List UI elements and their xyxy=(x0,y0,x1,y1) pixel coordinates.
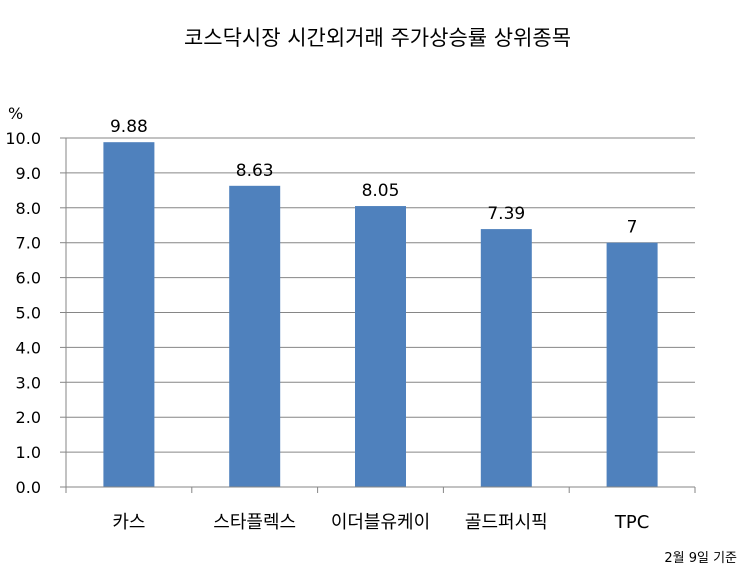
y-tick-label: 7.0 xyxy=(16,234,41,253)
data-label: 9.88 xyxy=(110,117,148,137)
bar xyxy=(103,142,155,488)
x-category-label: 스타플렉스 xyxy=(213,512,296,533)
data-label: 7 xyxy=(627,218,638,238)
bar xyxy=(606,242,658,487)
y-tick-label: 3.0 xyxy=(16,373,41,392)
bar xyxy=(229,185,281,488)
data-label: 8.05 xyxy=(362,181,400,201)
y-tick-label: 10.0 xyxy=(5,129,41,148)
y-axis-unit-label: % xyxy=(8,104,24,123)
y-tick-label: 5.0 xyxy=(16,304,41,323)
bars xyxy=(103,142,658,488)
bar xyxy=(355,206,406,487)
y-tick-label: 2.0 xyxy=(16,408,41,427)
bar xyxy=(480,229,532,488)
labels: 0.0 1.0 2.0 3.0 4.0 5.0 6.0 7.0 8.0 9.0 10.0 9.88 카스… xyxy=(5,117,649,533)
y-tick-label: 9.0 xyxy=(16,164,41,183)
x-category-label: 카스 xyxy=(112,512,145,533)
data-label: 7.39 xyxy=(487,204,525,224)
y-tick-label: 6.0 xyxy=(16,269,41,288)
x-category-label: TPC xyxy=(614,512,649,533)
axes xyxy=(60,137,696,493)
y-tick-label: 0.0 xyxy=(16,478,41,497)
y-tick-label: 8.0 xyxy=(16,199,41,218)
date-note: 2월 9일 기준 xyxy=(664,551,737,566)
y-tick-label: 4.0 xyxy=(16,338,41,357)
x-category-label: 골드퍼시픽 xyxy=(465,512,548,533)
x-category-label: 이더블유케이 xyxy=(331,512,430,533)
y-tick-label: 1.0 xyxy=(16,443,41,462)
chart-title: 코스닥시장 시간외거래 주가상승률 상위종목 xyxy=(183,26,572,50)
data-label: 8.63 xyxy=(236,161,274,181)
